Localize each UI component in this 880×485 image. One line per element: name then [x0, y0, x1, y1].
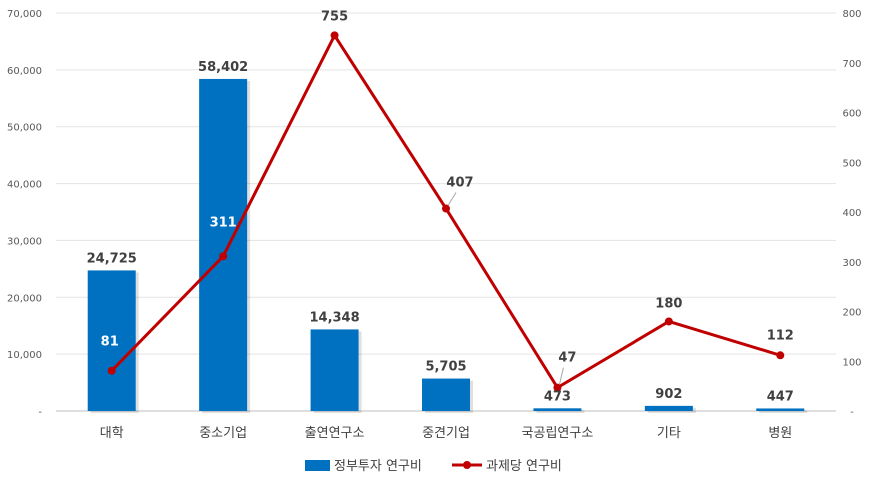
left-tick-label: 70,000 [7, 9, 42, 20]
bar-value-label: 473 [544, 389, 571, 404]
bar-series [87, 78, 808, 413]
right-tick-label: 200 [842, 308, 861, 319]
line-point [553, 383, 562, 392]
legend: 정부투자 연구비 과제당 연구비 [305, 459, 562, 474]
bar-value-label: 447 [767, 389, 794, 404]
label-leader-line [447, 192, 457, 206]
bar [756, 408, 805, 411]
left-tick-label: - [38, 407, 42, 418]
left-tick-label: 30,000 [7, 236, 42, 247]
line-point [442, 204, 450, 213]
legend-line-label: 과제당 연구비 [486, 459, 562, 474]
right-axis: - 100 200 300 400 500 600 700 800 [842, 9, 861, 418]
line-value-label: 47 [558, 351, 576, 366]
bar [533, 408, 582, 411]
category-label: 출연연구소 [305, 426, 365, 441]
left-tick-label: 40,000 [7, 180, 42, 191]
line-point [107, 366, 116, 375]
category-label: 대학 [100, 426, 124, 441]
bar [87, 270, 136, 411]
line-value-label: 180 [655, 296, 682, 311]
line-point [776, 351, 785, 360]
bar-value-label: 902 [655, 387, 682, 402]
category-label: 중소기업 [199, 426, 247, 441]
label-leader-line [558, 367, 564, 385]
bar-value-label: 24,725 [87, 251, 137, 266]
bar-value-label: 14,348 [309, 310, 359, 325]
category-axis: 대학 중소기업 출연연구소 중견기업 국공립연구소 기타 병원 [100, 426, 792, 441]
right-tick-label: - [850, 407, 854, 418]
line-point [219, 252, 228, 261]
left-axis: - 10,000 20,000 30,000 40,000 50,000 60,000 70,… [7, 9, 42, 418]
category-label: 기타 [657, 426, 681, 441]
line-point [330, 31, 339, 40]
line-series [107, 31, 785, 392]
line-value-label: 755 [321, 9, 348, 24]
line-value-label: 407 [446, 176, 473, 191]
right-tick-label: 300 [842, 258, 861, 269]
bar [644, 405, 693, 411]
left-tick-label: 10,000 [7, 350, 42, 361]
bar [422, 378, 470, 411]
right-tick-label: 100 [842, 357, 861, 368]
bar [310, 329, 359, 411]
gridlines [56, 12, 836, 412]
line-value-label: 311 [210, 215, 237, 230]
bar-value-label: 5,705 [425, 360, 466, 375]
bar-value-label: 58,402 [198, 60, 248, 75]
right-tick-label: 600 [842, 109, 861, 120]
data-labels: 24,725 58,402 14,348 5,705 473 902 447 81 311 755… [87, 9, 794, 404]
bar-shadow [536, 410, 585, 413]
bar-shadow [759, 410, 808, 413]
left-tick-label: 60,000 [7, 66, 42, 77]
line-value-label: 81 [101, 335, 119, 350]
legend-line-marker [463, 461, 471, 469]
bar [199, 78, 248, 411]
category-label: 중견기업 [422, 426, 470, 441]
right-tick-label: 700 [842, 59, 861, 70]
line-point [664, 317, 673, 326]
left-tick-label: 50,000 [7, 123, 42, 134]
left-tick-label: 20,000 [7, 293, 42, 304]
right-tick-label: 800 [842, 9, 861, 20]
line-value-label: 112 [767, 328, 794, 343]
legend-bar-swatch [305, 460, 330, 471]
right-tick-label: 500 [842, 158, 861, 169]
right-tick-label: 400 [842, 208, 861, 219]
category-label: 병원 [768, 426, 792, 441]
category-label: 국공립연구소 [522, 426, 594, 441]
legend-bar-label: 정부투자 연구비 [334, 459, 422, 474]
